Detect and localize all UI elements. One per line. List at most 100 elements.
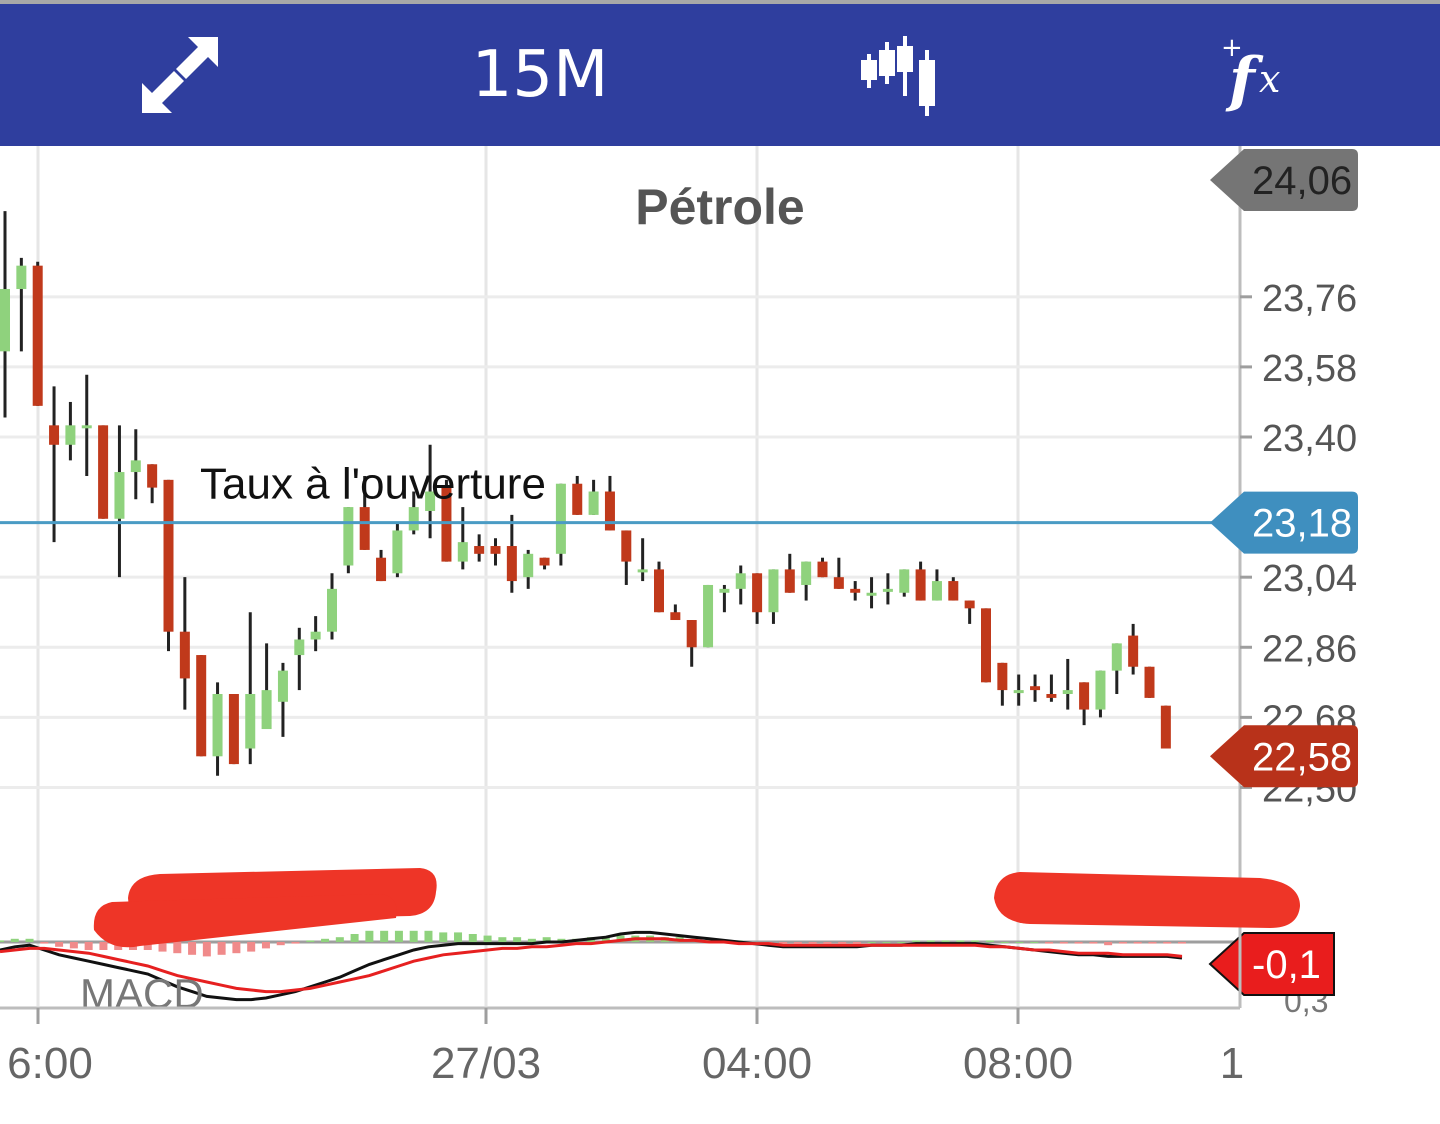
candle[interactable] — [572, 475, 583, 515]
candle[interactable] — [392, 522, 403, 578]
candle[interactable] — [49, 386, 60, 543]
candle[interactable] — [376, 549, 387, 582]
candle[interactable] — [457, 507, 468, 570]
candle[interactable] — [1046, 674, 1057, 702]
expand-button[interactable] — [120, 4, 240, 146]
last-price-badge-shape — [1210, 725, 1358, 788]
candle[interactable] — [588, 479, 599, 515]
candle[interactable] — [343, 507, 354, 574]
price-chart[interactable]: Pétrole Taux à l'ouverture MACD 0,3-0,1 2… — [0, 146, 1440, 1124]
candle[interactable] — [310, 616, 321, 652]
candle-body — [866, 592, 877, 596]
redaction-mark — [994, 872, 1300, 928]
candle[interactable] — [1062, 658, 1073, 710]
price-tick-label: 23,58 — [1262, 348, 1357, 390]
candle-body — [1013, 690, 1024, 694]
candle[interactable] — [703, 584, 714, 648]
time-tick-label: 27/03 — [431, 1039, 541, 1088]
candle[interactable] — [32, 261, 43, 406]
candle[interactable] — [1144, 666, 1155, 698]
candle[interactable] — [114, 425, 125, 578]
candle[interactable] — [245, 612, 256, 765]
candle[interactable] — [441, 479, 452, 562]
candle[interactable] — [981, 608, 991, 683]
candle[interactable] — [228, 694, 239, 765]
candle-body — [114, 472, 125, 519]
macd-histogram-bar — [1089, 942, 1098, 944]
candle[interactable] — [637, 538, 648, 582]
candle-body — [474, 546, 485, 554]
candle[interactable] — [16, 257, 27, 352]
candle[interactable] — [752, 573, 763, 624]
chart-type-button[interactable] — [840, 4, 960, 146]
candle[interactable] — [768, 569, 779, 624]
candle-body — [98, 425, 109, 519]
candle[interactable] — [833, 557, 844, 589]
time-tick-label: 6:00 — [7, 1039, 93, 1088]
candle[interactable] — [686, 620, 697, 667]
macd-histogram-bar — [261, 942, 270, 949]
macd-histogram-bar — [173, 942, 182, 954]
candle[interactable] — [882, 573, 893, 605]
macd-histogram-bar — [468, 934, 477, 942]
candle[interactable] — [997, 662, 1008, 706]
candle[interactable] — [65, 401, 76, 461]
candle[interactable] — [817, 557, 828, 578]
candle[interactable] — [490, 538, 501, 566]
candle[interactable] — [1013, 674, 1024, 706]
candle[interactable] — [801, 561, 812, 601]
candle[interactable] — [212, 682, 223, 776]
candle[interactable] — [850, 581, 861, 601]
candle[interactable] — [555, 483, 566, 566]
candle[interactable] — [98, 425, 109, 519]
candle[interactable] — [474, 534, 485, 562]
candle[interactable] — [1128, 623, 1139, 675]
candle[interactable] — [670, 604, 681, 621]
candle[interactable] — [179, 577, 190, 710]
candle[interactable] — [654, 561, 664, 613]
macd-histogram-bar — [897, 942, 906, 943]
candle-body — [588, 491, 599, 515]
candle-body — [16, 265, 27, 290]
candle[interactable] — [931, 569, 942, 601]
macd-histogram-bar — [1045, 942, 1054, 944]
candle[interactable] — [1160, 705, 1171, 749]
candle[interactable] — [1079, 682, 1090, 726]
candle[interactable] — [196, 655, 207, 757]
candle-body — [212, 694, 223, 757]
candle[interactable] — [408, 491, 419, 535]
candle[interactable] — [735, 565, 746, 605]
candle[interactable] — [277, 662, 288, 737]
candle-body — [572, 483, 583, 515]
candle[interactable] — [719, 584, 730, 613]
candle[interactable] — [523, 549, 534, 589]
macd-histogram-bar — [941, 940, 950, 942]
candle[interactable] — [163, 479, 174, 652]
candle-body — [1030, 686, 1041, 691]
candle[interactable] — [1111, 643, 1122, 694]
candle[interactable] — [899, 569, 910, 597]
candle[interactable] — [506, 514, 517, 593]
candle[interactable] — [621, 530, 632, 585]
macd-histogram-bar — [498, 937, 507, 942]
candle[interactable] — [866, 577, 877, 609]
candle[interactable] — [1030, 674, 1041, 702]
candle-body — [1128, 635, 1139, 667]
candle[interactable] — [0, 211, 10, 418]
indicators-button[interactable]: + f x — [1200, 4, 1320, 146]
candle[interactable] — [539, 557, 550, 570]
candle[interactable] — [147, 464, 158, 504]
candle[interactable] — [130, 429, 141, 500]
candle[interactable] — [294, 627, 305, 691]
candle[interactable] — [915, 561, 926, 601]
candle[interactable] — [81, 374, 92, 476]
candle[interactable] — [784, 553, 795, 593]
candle[interactable] — [327, 573, 337, 640]
candle[interactable] — [948, 577, 959, 601]
candle[interactable] — [261, 643, 272, 730]
candle[interactable] — [1095, 670, 1106, 718]
macd-histogram-bar — [1118, 942, 1127, 944]
interval-button[interactable]: 15M — [440, 4, 640, 146]
candle[interactable] — [964, 600, 975, 624]
candle[interactable] — [359, 475, 370, 550]
